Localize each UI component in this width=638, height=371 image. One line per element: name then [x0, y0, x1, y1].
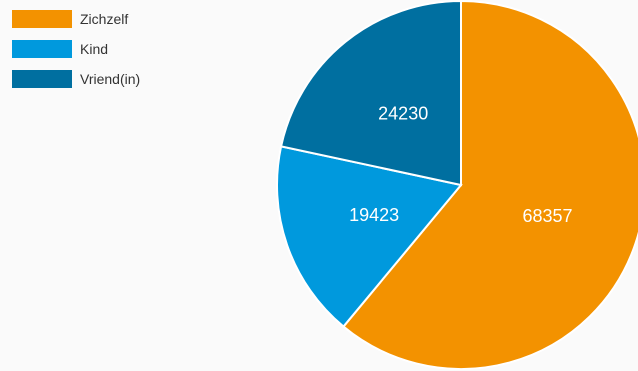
legend-item-0[interactable]: Zichzelf [12, 10, 140, 28]
slice-value-label-2: 24230 [378, 103, 428, 123]
slice-value-label-1: 19423 [349, 205, 399, 225]
legend-item-2[interactable]: Vriend(in) [12, 70, 140, 88]
pie-slice-0[interactable] [342, 0, 638, 370]
legend-swatch [12, 70, 72, 88]
legend-label: Vriend(in) [80, 71, 141, 87]
legend: Zichzelf Kind Vriend(in) [12, 10, 140, 100]
pie-slice-1[interactable] [276, 145, 463, 328]
legend-label: Zichzelf [80, 11, 129, 27]
slice-value-label-0: 68357 [522, 206, 572, 226]
legend-item-1[interactable]: Kind [12, 40, 140, 58]
legend-swatch [12, 40, 72, 58]
legend-label: Kind [80, 41, 109, 57]
legend-swatch [12, 10, 72, 28]
pie-slice-2[interactable] [279, 0, 462, 187]
